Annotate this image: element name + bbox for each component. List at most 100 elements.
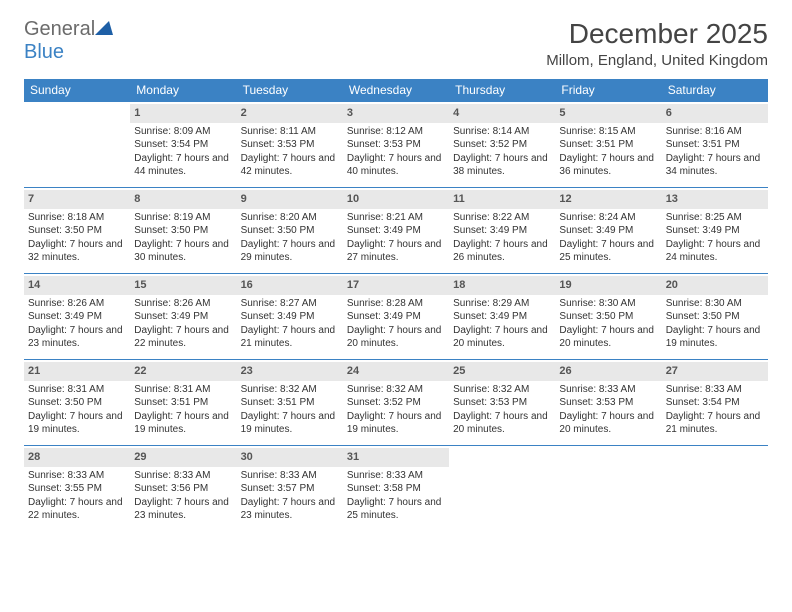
calendar-cell: 9Sunrise: 8:20 AMSunset: 3:50 PMDaylight… [237, 188, 343, 274]
day-number: 5 [555, 104, 661, 123]
daylight-text: Daylight: 7 hours and 20 minutes. [559, 324, 657, 351]
calendar-cell [24, 102, 130, 188]
day-number: 4 [449, 104, 555, 123]
sunset-text: Sunset: 3:49 PM [241, 310, 339, 324]
sunrise-text: Sunrise: 8:20 AM [241, 211, 339, 225]
calendar-cell: 20Sunrise: 8:30 AMSunset: 3:50 PMDayligh… [662, 274, 768, 360]
daylight-text: Daylight: 7 hours and 20 minutes. [453, 324, 551, 351]
month-title: December 2025 [546, 18, 768, 50]
calendar-cell [662, 446, 768, 532]
sunset-text: Sunset: 3:49 PM [666, 224, 764, 238]
calendar-week-row: 7Sunrise: 8:18 AMSunset: 3:50 PMDaylight… [24, 188, 768, 274]
day-number: 20 [662, 276, 768, 295]
sunrise-text: Sunrise: 8:33 AM [666, 383, 764, 397]
calendar-cell: 22Sunrise: 8:31 AMSunset: 3:51 PMDayligh… [130, 360, 236, 446]
sunrise-text: Sunrise: 8:16 AM [666, 125, 764, 139]
logo-triangle-icon [95, 21, 113, 35]
weekday-header: Sunday [24, 79, 130, 102]
sunset-text: Sunset: 3:58 PM [347, 482, 445, 496]
title-block: December 2025 Millom, England, United Ki… [546, 18, 768, 69]
daylight-text: Daylight: 7 hours and 25 minutes. [559, 238, 657, 265]
day-number: 17 [343, 276, 449, 295]
sunset-text: Sunset: 3:49 PM [347, 224, 445, 238]
weekday-header: Saturday [662, 79, 768, 102]
sunrise-text: Sunrise: 8:33 AM [347, 469, 445, 483]
sunset-text: Sunset: 3:52 PM [453, 138, 551, 152]
header: General Blue December 2025 Millom, Engla… [24, 18, 768, 69]
day-number: 9 [237, 190, 343, 209]
calendar-cell: 4Sunrise: 8:14 AMSunset: 3:52 PMDaylight… [449, 102, 555, 188]
daylight-text: Daylight: 7 hours and 34 minutes. [666, 152, 764, 179]
sunrise-text: Sunrise: 8:31 AM [28, 383, 126, 397]
calendar-cell: 21Sunrise: 8:31 AMSunset: 3:50 PMDayligh… [24, 360, 130, 446]
daylight-text: Daylight: 7 hours and 30 minutes. [134, 238, 232, 265]
day-number: 15 [130, 276, 236, 295]
day-number: 11 [449, 190, 555, 209]
sunrise-text: Sunrise: 8:26 AM [134, 297, 232, 311]
day-number: 7 [24, 190, 130, 209]
sunrise-text: Sunrise: 8:33 AM [241, 469, 339, 483]
sunset-text: Sunset: 3:49 PM [28, 310, 126, 324]
sunrise-text: Sunrise: 8:19 AM [134, 211, 232, 225]
sunset-text: Sunset: 3:51 PM [134, 396, 232, 410]
logo-part2: Blue [24, 41, 64, 63]
sunset-text: Sunset: 3:56 PM [134, 482, 232, 496]
day-number: 6 [662, 104, 768, 123]
sunrise-text: Sunrise: 8:26 AM [28, 297, 126, 311]
sunset-text: Sunset: 3:53 PM [241, 138, 339, 152]
day-number: 27 [662, 362, 768, 381]
sunrise-text: Sunrise: 8:32 AM [453, 383, 551, 397]
sunset-text: Sunset: 3:50 PM [241, 224, 339, 238]
daylight-text: Daylight: 7 hours and 32 minutes. [28, 238, 126, 265]
sunset-text: Sunset: 3:50 PM [134, 224, 232, 238]
calendar-cell: 13Sunrise: 8:25 AMSunset: 3:49 PMDayligh… [662, 188, 768, 274]
calendar-week-row: 21Sunrise: 8:31 AMSunset: 3:50 PMDayligh… [24, 360, 768, 446]
day-number: 22 [130, 362, 236, 381]
calendar-cell [449, 446, 555, 532]
sunset-text: Sunset: 3:51 PM [666, 138, 764, 152]
sunset-text: Sunset: 3:54 PM [666, 396, 764, 410]
daylight-text: Daylight: 7 hours and 40 minutes. [347, 152, 445, 179]
daylight-text: Daylight: 7 hours and 21 minutes. [666, 410, 764, 437]
calendar-cell: 30Sunrise: 8:33 AMSunset: 3:57 PMDayligh… [237, 446, 343, 532]
sunset-text: Sunset: 3:53 PM [347, 138, 445, 152]
daylight-text: Daylight: 7 hours and 24 minutes. [666, 238, 764, 265]
sunrise-text: Sunrise: 8:33 AM [559, 383, 657, 397]
day-number: 18 [449, 276, 555, 295]
sunset-text: Sunset: 3:53 PM [453, 396, 551, 410]
weekday-header: Thursday [449, 79, 555, 102]
daylight-text: Daylight: 7 hours and 23 minutes. [28, 324, 126, 351]
calendar-cell: 2Sunrise: 8:11 AMSunset: 3:53 PMDaylight… [237, 102, 343, 188]
daylight-text: Daylight: 7 hours and 25 minutes. [347, 496, 445, 523]
calendar-cell: 16Sunrise: 8:27 AMSunset: 3:49 PMDayligh… [237, 274, 343, 360]
calendar-cell: 1Sunrise: 8:09 AMSunset: 3:54 PMDaylight… [130, 102, 236, 188]
calendar-cell: 5Sunrise: 8:15 AMSunset: 3:51 PMDaylight… [555, 102, 661, 188]
calendar-cell: 28Sunrise: 8:33 AMSunset: 3:55 PMDayligh… [24, 446, 130, 532]
sunrise-text: Sunrise: 8:24 AM [559, 211, 657, 225]
day-number: 2 [237, 104, 343, 123]
day-number: 13 [662, 190, 768, 209]
sunrise-text: Sunrise: 8:09 AM [134, 125, 232, 139]
sunset-text: Sunset: 3:50 PM [28, 224, 126, 238]
daylight-text: Daylight: 7 hours and 19 minutes. [241, 410, 339, 437]
calendar-cell: 11Sunrise: 8:22 AMSunset: 3:49 PMDayligh… [449, 188, 555, 274]
location: Millom, England, United Kingdom [546, 52, 768, 69]
day-number: 10 [343, 190, 449, 209]
sunrise-text: Sunrise: 8:27 AM [241, 297, 339, 311]
day-number: 30 [237, 448, 343, 467]
sunset-text: Sunset: 3:51 PM [241, 396, 339, 410]
sunset-text: Sunset: 3:51 PM [559, 138, 657, 152]
calendar-week-row: 28Sunrise: 8:33 AMSunset: 3:55 PMDayligh… [24, 446, 768, 532]
sunset-text: Sunset: 3:55 PM [28, 482, 126, 496]
calendar-cell: 3Sunrise: 8:12 AMSunset: 3:53 PMDaylight… [343, 102, 449, 188]
calendar-week-row: 1Sunrise: 8:09 AMSunset: 3:54 PMDaylight… [24, 102, 768, 188]
sunrise-text: Sunrise: 8:15 AM [559, 125, 657, 139]
sunset-text: Sunset: 3:57 PM [241, 482, 339, 496]
logo-part1: General [24, 18, 95, 40]
logo-text: General Blue [24, 18, 113, 64]
daylight-text: Daylight: 7 hours and 19 minutes. [134, 410, 232, 437]
day-number: 8 [130, 190, 236, 209]
day-number: 12 [555, 190, 661, 209]
sunset-text: Sunset: 3:54 PM [134, 138, 232, 152]
calendar-cell: 26Sunrise: 8:33 AMSunset: 3:53 PMDayligh… [555, 360, 661, 446]
